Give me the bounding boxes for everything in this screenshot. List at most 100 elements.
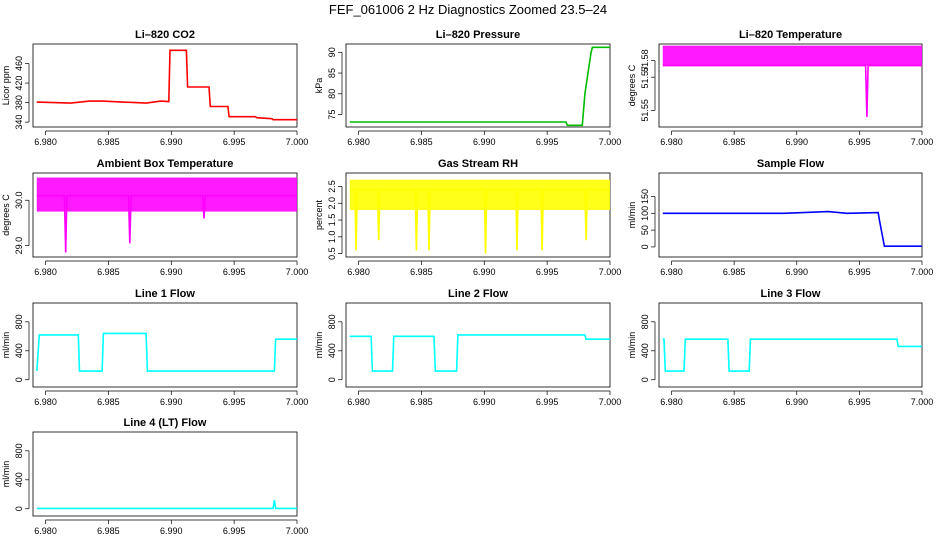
x-tick-label: 6.990 [785,137,808,147]
y-axis-label: percent [314,199,324,230]
chart-panel-2: Li–820 Pressure kPa 6.980 6.985 6.990 6.995 7.… [314,29,621,147]
x-tick-label: 6.985 [410,137,433,147]
chart-panel-1: Li–820 CO2 Licor ppm 6.980 6.985 6.990 6.995 7… [1,29,308,147]
x-tick-label: 7.000 [911,137,934,147]
x-tick-label: 6.990 [785,397,808,407]
x-tick-label: 6.990 [473,137,496,147]
x-tick-label: 6.985 [723,137,746,147]
y-tick-label: 75 [327,110,337,120]
x-tick-label: 6.995 [848,267,871,277]
series-line [36,499,297,510]
x-tick-label: 6.985 [97,137,120,147]
x-tick-label: 6.995 [848,137,871,147]
x-tick-label: 6.980 [660,137,683,147]
chart-panel-8: Line 2 Flow ml/min 6.980 6.985 6.990 6.995 7.0… [314,288,621,407]
y-tick-label: 0 [14,377,24,382]
y-tick-label: 340 [14,115,24,130]
x-tick-label: 6.980 [660,267,683,277]
y-tick-label: 0 [640,377,650,382]
main-title: FEF_061006 2 Hz Diagnostics Zoomed 23.5–… [328,2,608,17]
noise-band [36,177,298,212]
panel-title: Ambient Box Temperature [97,158,234,170]
x-tick-label: 6.995 [536,397,559,407]
y-tick-label: 460 [14,56,24,71]
panel-title: Line 1 Flow [135,288,195,300]
y-axis-label: ml/min [314,332,324,359]
panel-title: Li–820 Temperature [739,29,842,41]
x-tick-label: 6.980 [34,137,57,147]
y-tick-label: 400 [14,343,24,358]
x-tick-label: 6.985 [97,267,120,277]
chart-panel-3: Li–820 Temperature degrees C 6.980 6.985 6.9… [627,29,933,147]
x-tick-label: 6.990 [473,397,496,407]
x-tick-label: 6.980 [34,526,57,536]
y-tick-label: 400 [14,472,24,487]
y-axis-label: kPa [314,78,324,94]
y-tick-label: 800 [640,314,650,329]
x-tick-label: 6.990 [473,267,496,277]
x-tick-label: 7.000 [286,137,309,147]
y-tick-label: 51.58 [640,49,650,72]
y-tick-label: 800 [327,314,337,329]
plot-frame [345,172,611,258]
x-tick-label: 6.995 [536,267,559,277]
x-tick-label: 7.000 [286,397,309,407]
y-tick-label: 420 [14,76,24,91]
y-axis-label: ml/min [627,202,637,229]
y-tick-label: 2.0 [327,197,337,210]
y-tick-label: 800 [14,314,24,329]
plot-frame [658,43,923,128]
x-tick-label: 6.995 [536,137,559,147]
y-axis-label: ml/min [627,332,637,359]
y-tick-label: 90 [327,47,337,57]
x-tick-label: 6.985 [723,267,746,277]
x-tick-label: 7.000 [911,267,934,277]
series-line [662,210,922,247]
y-tick-label: 0 [14,506,24,511]
panel-title: Li–820 Pressure [436,29,520,41]
x-tick-label: 6.985 [410,397,433,407]
y-tick-label: 380 [14,95,24,110]
x-tick-label: 6.990 [160,526,183,536]
x-tick-label: 6.980 [660,397,683,407]
x-tick-label: 6.985 [97,526,120,536]
x-tick-label: 6.995 [848,397,871,407]
y-tick-label: 29.0 [14,237,24,255]
x-tick-label: 6.980 [347,267,370,277]
x-tick-label: 6.990 [160,267,183,277]
y-tick-label: 50 [640,225,650,235]
y-tick-label: 1.5 [327,214,337,227]
series-line [349,334,610,372]
plot-frame [32,431,298,517]
chart-panel-5: Gas Stream RH percent 6.980 6.985 6.990 6.995… [314,158,621,277]
x-tick-label: 7.000 [599,267,622,277]
x-tick-label: 7.000 [599,137,622,147]
x-tick-label: 6.995 [223,397,246,407]
panel-title: Gas Stream RH [438,158,518,170]
plot-frame [345,302,611,388]
series-line [36,49,297,121]
chart-panel-4: Ambient Box Temperature degrees C 6.980 6.9… [1,158,308,277]
x-tick-label: 7.000 [286,267,309,277]
x-tick-label: 6.995 [223,267,246,277]
panel-title: Line 3 Flow [761,288,821,300]
plot-frame [32,302,298,388]
y-tick-label: 1.0 [327,231,337,244]
y-tick-label: 400 [640,343,650,358]
plot-frame [345,43,611,128]
plot-frame [32,172,298,258]
y-axis-label: degrees C [1,194,11,236]
series-line [349,46,610,127]
y-tick-label: 2.5 [327,180,337,193]
panel-title: Sample Flow [757,158,825,170]
y-tick-label: 0 [640,244,650,249]
y-tick-label: 30.0 [14,191,24,209]
y-tick-label: 51.57 [640,66,650,89]
x-tick-label: 6.980 [34,267,57,277]
y-axis-label: Licor ppm [1,66,11,106]
y-tick-label: 100 [640,206,650,221]
panel-title: Line 4 (LT) Flow [124,417,207,429]
y-axis-label: degrees C [627,64,637,106]
chart-panel-6: Sample Flow ml/min 6.980 6.985 6.990 6.995 7.0… [627,158,933,277]
x-tick-label: 6.980 [34,397,57,407]
